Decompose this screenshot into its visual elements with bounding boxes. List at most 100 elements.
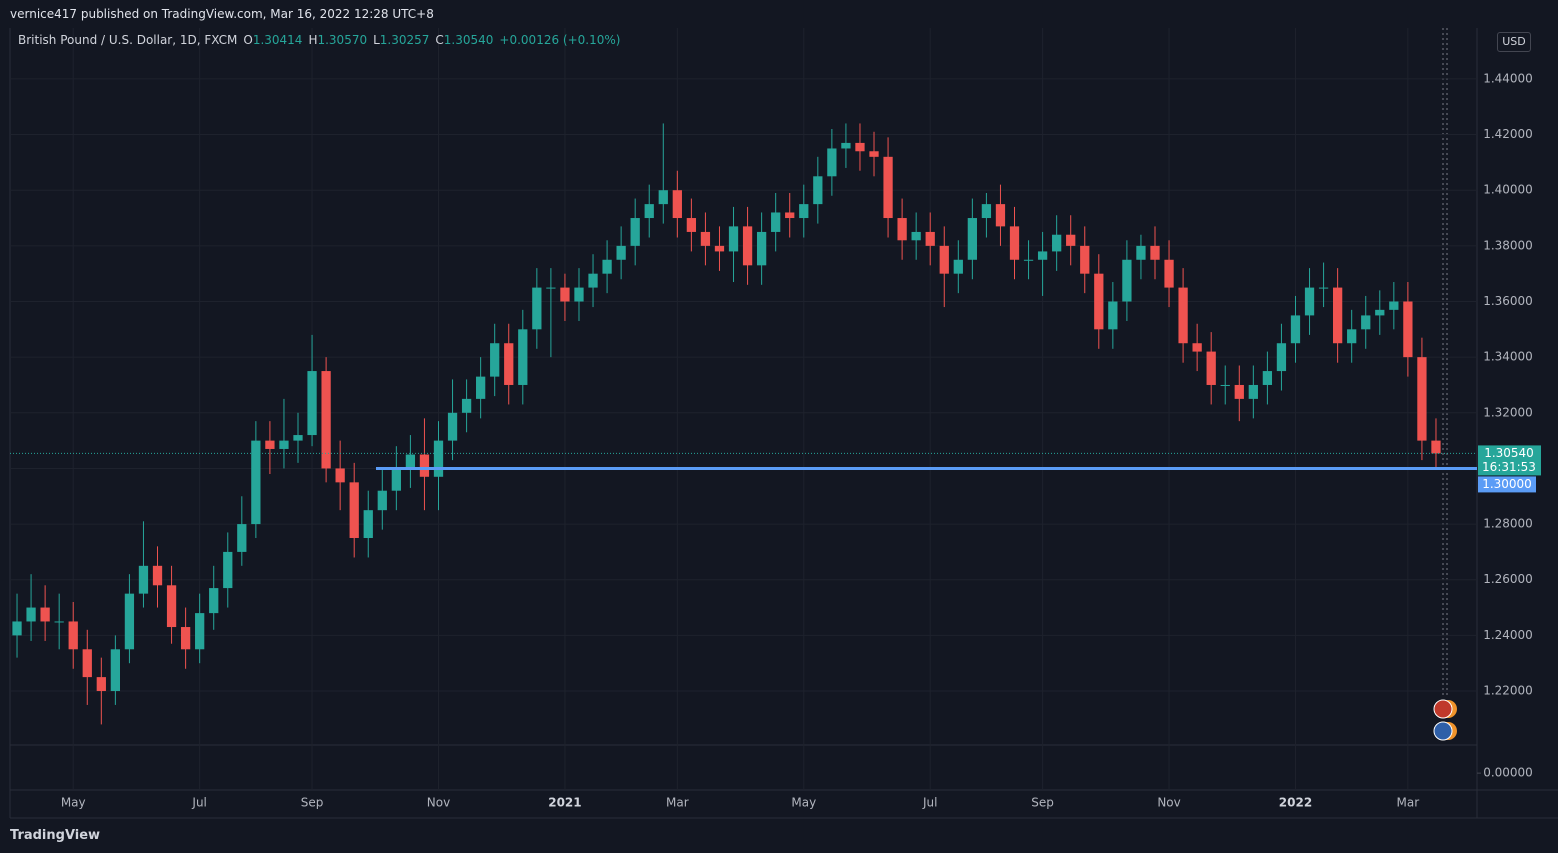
candle-body [644,204,654,219]
y-tick-label: 1.32000 [1483,405,1533,419]
candle-body [209,588,219,614]
last-price-label: 1.30540 [1484,446,1534,460]
candle-body [12,621,22,636]
candle-body [925,231,935,246]
x-tick-label: Nov [1157,796,1180,810]
candle-body [1122,259,1132,302]
y-tick-label: 1.34000 [1483,350,1533,364]
candle-body [1318,287,1329,289]
candle-body [602,259,612,274]
candle-body [1080,245,1090,274]
candle-body [1431,440,1441,454]
candle-body [476,376,486,399]
candle-body [518,329,528,385]
brand-logo: TradingView [10,828,101,843]
candle-body [560,287,570,302]
y-tick-label: 1.38000 [1483,238,1533,252]
x-tick-label: 2022 [1279,796,1312,810]
candle-body [771,212,781,232]
ohlc-key: L [373,33,380,47]
candle-body [419,454,430,477]
candle-body [658,190,668,205]
currency-button[interactable]: USD [1497,32,1531,52]
candle-body [1290,315,1301,344]
candle-body [1150,245,1160,260]
x-tick-label: Mar [1397,796,1420,810]
candle-body [911,231,921,241]
y-tick-label: 1.42000 [1483,127,1533,141]
candle-body [1066,234,1076,246]
candle-body [1206,351,1216,385]
x-tick-label: May [61,796,86,810]
ohlc-key: O [243,33,253,47]
event-icon [1433,721,1453,741]
candle-body [1094,273,1104,330]
candle-body [742,226,753,266]
hline-tag [1478,476,1536,493]
candle-body [433,440,444,477]
candle-body [883,156,893,219]
candle-body [321,371,331,469]
candle-body [981,204,992,219]
x-tick-label: Sep [1031,796,1054,810]
y-tick-label: 1.22000 [1483,684,1533,698]
candle-body [897,218,907,241]
symbol-title: British Pound / U.S. Dollar, 1D, FXCM [18,33,238,47]
candle-body [1234,384,1244,399]
candle-body [251,440,261,525]
candle-body [1262,371,1273,385]
ohlc-value: 1.30540 [443,33,494,47]
candle-body [869,151,879,157]
x-tick-label: Mar [666,796,689,810]
candle-body [1332,287,1343,344]
change: +0.00126 (+0.10%) [499,33,621,47]
candle-body [68,621,78,650]
x-tick-label: Jul [191,796,206,810]
candle-body [1192,343,1202,352]
candle-body [279,440,289,449]
candle-body [1276,343,1287,372]
candle-body [152,565,163,586]
candle-body [166,585,177,628]
y-tick-label: 1.44000 [1483,71,1533,85]
candle-body [939,245,949,274]
candle-body [1108,301,1118,330]
candle-body [855,142,865,152]
candle-body [447,412,458,441]
symbol-legend: British Pound / U.S. Dollar, 1D, FXCM O 1.… [18,33,620,47]
candle-body [827,148,837,177]
candle-body [307,371,317,436]
x-tick-label: Jul [922,796,937,810]
ohlc-value: 1.30257 [379,33,430,47]
ohlc-value: 1.30570 [317,33,368,47]
x-tick-label: 2021 [548,796,581,810]
candle-body [82,649,92,678]
candle-body [54,621,64,623]
candle-body [461,398,472,413]
candle-body [756,231,767,266]
candle-body [714,245,725,252]
candle-body [335,468,345,483]
publish-info: vernice417 published on TradingView.com,… [10,7,434,21]
candle-body [686,218,697,232]
candle-body [391,468,401,491]
candle-body [841,142,851,149]
candle-body [1304,287,1315,316]
x-tick-label: Sep [301,796,324,810]
candle-body [363,510,373,538]
candle-body [377,490,387,511]
candle-body [532,287,542,330]
candle-body [265,440,275,449]
candle-body [672,190,682,219]
candle-body [1037,251,1048,260]
candle-body [490,343,500,377]
candle-body [1178,287,1188,344]
y-tick-label: 1.26000 [1483,572,1533,586]
candle-body [180,627,191,650]
hline-label: 1.30000 [1482,477,1532,491]
candle-body [26,607,36,622]
candle-body [1164,259,1174,288]
candle-body [953,259,963,274]
candle-body [630,218,640,246]
